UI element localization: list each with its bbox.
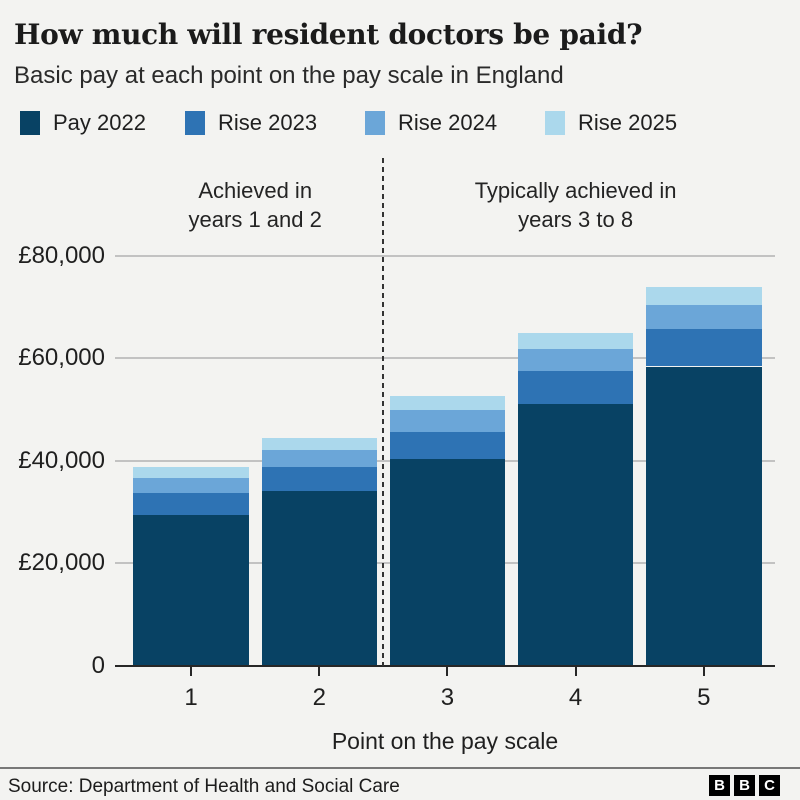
legend-item-pay-2022: Pay 2022 bbox=[20, 108, 146, 138]
footer-divider bbox=[0, 767, 800, 769]
legend-item-rise-2023: Rise 2023 bbox=[185, 108, 317, 138]
bbc-logo-block-3: C bbox=[759, 775, 780, 796]
bar-point-4-rise-2023 bbox=[517, 370, 634, 405]
page-subtitle: Basic pay at each point on the pay scale… bbox=[14, 62, 564, 89]
annotation-left-line-1: Achieved in bbox=[198, 178, 313, 203]
legend-item-rise-2024: Rise 2024 bbox=[365, 108, 497, 138]
legend-label-rise-2024: Rise 2024 bbox=[398, 110, 498, 135]
y-axis-label-80000: £80,000 bbox=[18, 241, 105, 269]
y-axis-label-0: 0 bbox=[91, 651, 105, 679]
y-axis-label-40000: £40,000 bbox=[18, 446, 105, 474]
x-tick-3 bbox=[446, 667, 449, 676]
annotation-right: Typically achieved in years 3 to 8 bbox=[475, 176, 677, 234]
annotation-right-line-1: Typically achieved in bbox=[474, 178, 677, 203]
annotation-right-line-2: years 3 to 8 bbox=[518, 207, 634, 232]
source-text: Source: Department of Health and Social … bbox=[8, 776, 400, 797]
bar-point-3-pay-2022 bbox=[389, 459, 506, 666]
annotation-left-line-2: years 1 and 2 bbox=[188, 207, 322, 232]
x-tick-5 bbox=[702, 667, 705, 676]
bar-point-4-pay-2022 bbox=[517, 404, 634, 666]
legend-label-rise-2025: Rise 2025 bbox=[578, 110, 678, 135]
x-tick-1 bbox=[190, 667, 193, 676]
annotation-left: Achieved in years 1 and 2 bbox=[189, 176, 322, 234]
x-tick-4 bbox=[574, 667, 577, 676]
bar-point-2-rise-2025 bbox=[261, 438, 377, 451]
legend-swatch-rise-2023-icon bbox=[185, 111, 205, 135]
legend-label-rise-2023: Rise 2023 bbox=[218, 110, 318, 135]
y-axis-label-20000: £20,000 bbox=[18, 549, 105, 577]
y-axis-label-60000: £60,000 bbox=[18, 344, 105, 372]
dashed-divider-line bbox=[382, 158, 385, 666]
legend-swatch-rise-2025-icon bbox=[545, 111, 565, 135]
bar-point-1-pay-2022 bbox=[133, 515, 249, 666]
legend-swatch-rise-2024-icon bbox=[365, 111, 385, 135]
bar-point-3-rise-2024 bbox=[389, 410, 506, 432]
bar-point-1-rise-2024 bbox=[133, 478, 249, 493]
x-axis-label-2: 2 bbox=[312, 684, 326, 711]
x-axis-label-4: 4 bbox=[568, 684, 583, 711]
bar-point-2-rise-2023 bbox=[261, 466, 377, 492]
x-axis-label-3: 3 bbox=[440, 684, 455, 711]
page-title: How much will resident doctors be paid? bbox=[14, 18, 643, 51]
gridline-80000 bbox=[115, 254, 775, 257]
x-axis-baseline bbox=[115, 664, 775, 667]
bar-point-5-rise-2025 bbox=[646, 286, 762, 305]
legend-swatch-pay-2022-icon bbox=[20, 111, 40, 135]
bar-point-5-pay-2022 bbox=[646, 366, 762, 666]
legend-item-rise-2025: Rise 2025 bbox=[545, 108, 677, 138]
bbc-logo-block-2: B bbox=[734, 775, 755, 796]
bar-point-3-rise-2023 bbox=[389, 431, 506, 460]
bar-point-5-rise-2023 bbox=[646, 329, 762, 367]
bar-point-2-rise-2024 bbox=[261, 450, 377, 467]
bar-point-5-rise-2024 bbox=[646, 304, 762, 329]
legend-label-pay-2022: Pay 2022 bbox=[53, 110, 146, 135]
bar-point-3-rise-2025 bbox=[389, 395, 506, 410]
bar-point-1-rise-2023 bbox=[133, 492, 249, 515]
x-axis-label-5: 5 bbox=[697, 684, 711, 711]
x-axis-label-1: 1 bbox=[184, 684, 198, 711]
bar-point-4-rise-2025 bbox=[517, 332, 634, 349]
gridline-60000 bbox=[115, 357, 775, 360]
bbc-logo-block-1: B bbox=[709, 775, 730, 796]
bar-point-2-pay-2022 bbox=[261, 491, 377, 666]
x-axis-title: Point on the pay scale bbox=[331, 728, 559, 754]
legend: Pay 2022 Rise 2023 Rise 2024 Rise 2025 bbox=[0, 108, 800, 138]
bar-point-4-rise-2024 bbox=[517, 349, 634, 371]
bar-point-1-rise-2025 bbox=[133, 466, 249, 478]
x-tick-2 bbox=[318, 667, 321, 676]
